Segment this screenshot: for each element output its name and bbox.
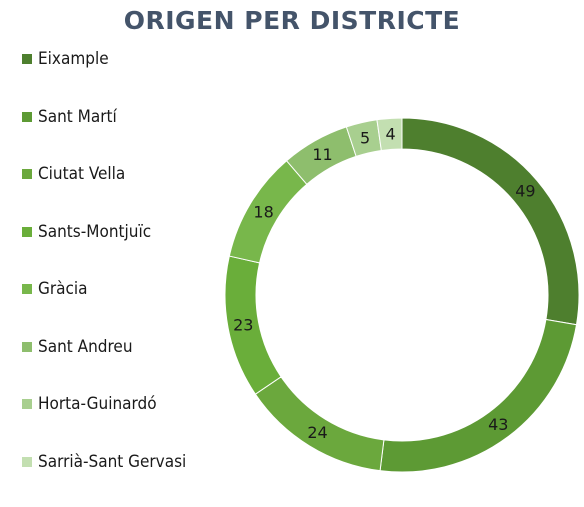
data-label: 43 (488, 415, 508, 434)
data-label: 49 (515, 181, 535, 200)
donut-slice (380, 320, 576, 472)
data-label: 4 (385, 124, 395, 143)
data-label: 5 (360, 128, 370, 147)
data-label: 11 (312, 145, 332, 164)
data-label: 18 (253, 202, 273, 221)
donut-slice (402, 118, 579, 325)
data-label: 23 (233, 315, 253, 334)
data-label: 24 (307, 423, 327, 442)
